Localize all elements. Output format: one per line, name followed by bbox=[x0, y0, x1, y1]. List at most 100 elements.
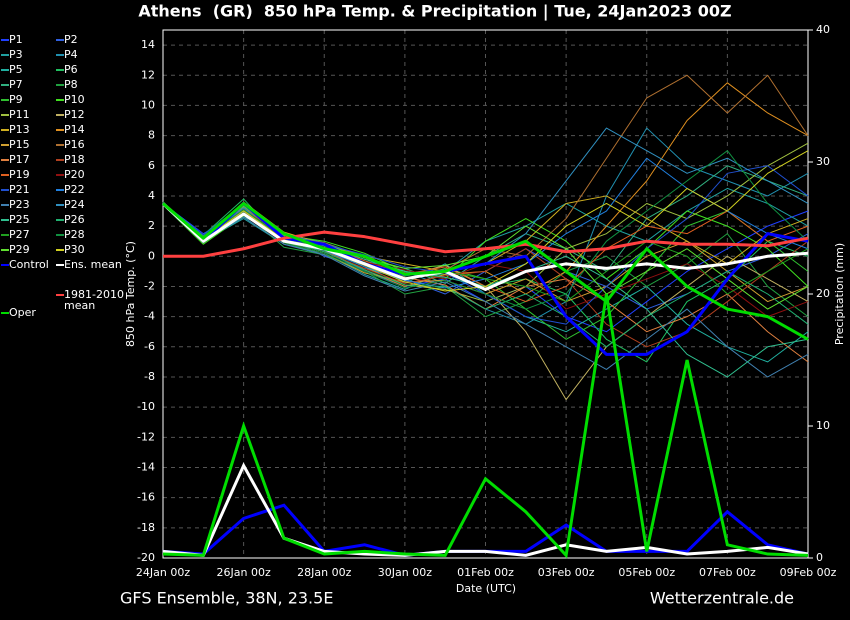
y-tick-label: 0 bbox=[148, 249, 155, 262]
legend-entry: P6 bbox=[56, 64, 130, 75]
y-tick-label: -16 bbox=[137, 491, 155, 504]
y-tick-label: -20 bbox=[137, 551, 155, 564]
legend-entry: P27 bbox=[1, 228, 75, 241]
x-tick-label: 09Feb 00z bbox=[780, 566, 837, 579]
y-tick-label: 14 bbox=[141, 38, 155, 51]
x-axis-label: Date (UTC) bbox=[456, 582, 516, 595]
legend-swatch bbox=[56, 204, 64, 206]
legend-swatch bbox=[1, 99, 9, 101]
legend-entry: P18 bbox=[56, 153, 130, 166]
y2-tick-label: 40 bbox=[816, 23, 830, 36]
legend-label: P27 bbox=[9, 228, 30, 241]
y-tick-label: 8 bbox=[148, 129, 155, 142]
legend-label: P26 bbox=[64, 213, 85, 226]
x-tick-label: 28Jan 00z bbox=[297, 566, 351, 579]
legend-label: P23 bbox=[9, 198, 30, 211]
legend-swatch bbox=[1, 174, 9, 176]
x-tick-label: 05Feb 00z bbox=[618, 566, 675, 579]
y-tick-label: 6 bbox=[148, 159, 155, 172]
legend-entry: P4 bbox=[56, 48, 130, 61]
y-tick-label: 12 bbox=[141, 68, 155, 81]
legend-label: P11 bbox=[9, 108, 30, 121]
legend-label: P17 bbox=[9, 153, 30, 166]
legend-entry: P17 bbox=[1, 153, 75, 166]
y-tick-label: -6 bbox=[144, 340, 155, 353]
legend-label: P20 bbox=[64, 168, 85, 181]
legend-swatch bbox=[56, 84, 64, 86]
legend-entry: P23 bbox=[1, 198, 75, 211]
legend-entry: P26 bbox=[56, 213, 130, 226]
legend-label: P24 bbox=[64, 198, 85, 211]
legend-entry: P3 bbox=[1, 49, 75, 60]
footer-right: Wetterzentrale.de bbox=[650, 589, 794, 608]
legend-swatch bbox=[56, 189, 64, 191]
legend-swatch bbox=[56, 69, 64, 71]
y2-tick-label: 30 bbox=[816, 155, 830, 168]
legend-swatch bbox=[1, 234, 9, 236]
temp-line bbox=[162, 201, 809, 378]
legend-entry: P11 bbox=[1, 108, 75, 121]
legend-label: P5 bbox=[9, 63, 23, 76]
legend-swatch bbox=[1, 204, 9, 206]
legend-swatch bbox=[56, 129, 64, 131]
y-tick-label: 2 bbox=[148, 219, 155, 232]
x-tick-label: 01Feb 00z bbox=[457, 566, 514, 579]
legend-label: P12 bbox=[64, 108, 85, 121]
precip-line bbox=[162, 462, 809, 557]
footer-left: GFS Ensemble, 38N, 23.5E bbox=[120, 589, 333, 608]
y-tick-label: 4 bbox=[148, 189, 155, 202]
legend-swatch bbox=[56, 264, 64, 266]
temp-line bbox=[163, 230, 809, 258]
x-tick-label: 07Feb 00z bbox=[699, 566, 756, 579]
legend-entry: P9 bbox=[1, 94, 75, 105]
x-tick-label: 03Feb 00z bbox=[538, 566, 595, 579]
legend-swatch bbox=[1, 69, 9, 71]
legend-entry: 1981-2010 mean bbox=[56, 288, 130, 312]
legend-entry: P5 bbox=[1, 63, 75, 76]
temp-line bbox=[161, 201, 809, 356]
legend-swatch bbox=[56, 99, 64, 101]
x-tick-label: 24Jan 00z bbox=[136, 566, 190, 579]
legend-label: P25 bbox=[9, 213, 30, 226]
y2-tick-label: 10 bbox=[816, 419, 830, 432]
legend-label: 1981-2010 mean bbox=[64, 288, 124, 312]
legend-swatch bbox=[1, 312, 9, 314]
legend-swatch bbox=[1, 114, 9, 116]
legend-swatch bbox=[1, 249, 9, 251]
legend-entry: P29 bbox=[1, 243, 75, 256]
y-tick-label: -12 bbox=[137, 430, 155, 443]
legend-label: P8 bbox=[64, 78, 78, 91]
legend-entry: P1 bbox=[1, 34, 75, 45]
legend-entry: P20 bbox=[56, 168, 130, 181]
plot-frame bbox=[162, 29, 809, 559]
precip-line bbox=[162, 293, 809, 559]
legend-label: P19 bbox=[9, 168, 30, 181]
legend-swatch bbox=[56, 54, 64, 56]
legend-swatch bbox=[1, 144, 9, 146]
legend-entry: P28 bbox=[56, 228, 130, 241]
y-tick-label: -18 bbox=[137, 521, 155, 534]
legend-label: P18 bbox=[64, 153, 85, 166]
legend-entry: P14 bbox=[56, 124, 130, 135]
y-tick-label: -2 bbox=[144, 279, 155, 292]
y-tick-label: -8 bbox=[144, 370, 155, 383]
legend-swatch bbox=[1, 39, 9, 41]
legend-swatch bbox=[56, 144, 64, 146]
legend-entry: Oper bbox=[1, 307, 75, 318]
legend-entry: P22 bbox=[56, 184, 130, 195]
temp-line bbox=[162, 201, 809, 341]
legend-label: P29 bbox=[9, 243, 30, 256]
legend-label: P28 bbox=[64, 228, 85, 241]
legend-swatch bbox=[1, 54, 9, 56]
legend-label: P15 bbox=[9, 138, 30, 151]
y2-axis-label: Precipitation (mm) bbox=[833, 243, 846, 345]
legend-swatch bbox=[1, 189, 9, 191]
legend-entry: P2 bbox=[56, 34, 130, 45]
legend-label: P4 bbox=[64, 48, 78, 61]
legend-label: Control bbox=[9, 258, 49, 271]
legend-label: P21 bbox=[9, 183, 30, 196]
legend-swatch bbox=[1, 219, 9, 221]
legend-entry: P19 bbox=[1, 168, 75, 181]
legend-swatch bbox=[56, 39, 64, 41]
